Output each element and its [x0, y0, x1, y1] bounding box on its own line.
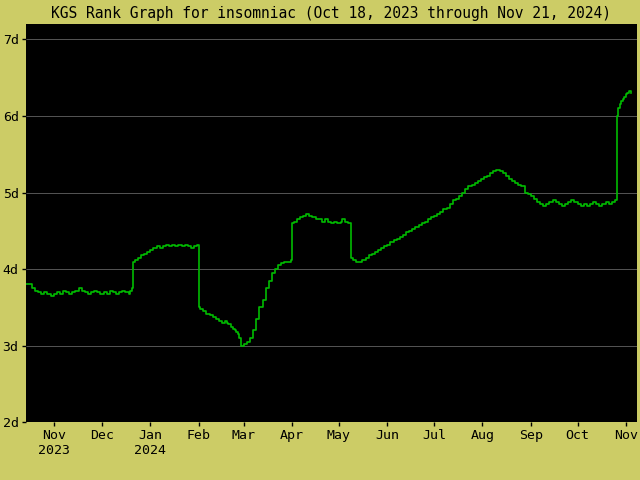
Title: KGS Rank Graph for insomniac (Oct 18, 2023 through Nov 21, 2024): KGS Rank Graph for insomniac (Oct 18, 20… — [51, 6, 611, 22]
